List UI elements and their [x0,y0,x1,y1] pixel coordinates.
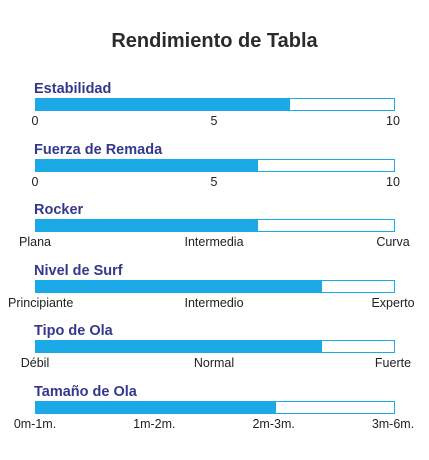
bar-track [35,219,395,232]
tick-label: 1m-2m. [133,416,176,431]
tick-label: 10 [386,114,400,128]
metric-label: Tipo de Ola [34,323,113,339]
metric-row: Rocker Plana Intermedia Curva [0,202,429,262]
tick-label: 0m-1m. [13,416,57,431]
tick-label: Intermedia [184,235,244,249]
tick-label: Débil [20,356,50,370]
metric-row: Estabilidad 0 5 10 [0,81,429,141]
tick-label: 2m-3m. [252,416,295,431]
tick-label: Normal [193,356,235,370]
chart-title: Rendimiento de Tabla [111,30,318,52]
metric-row: Nivel de Surf Principiante Intermedio Exper… [0,263,429,323]
tick-label: Experto [371,295,415,310]
metric-label: Fuerza de Remada [34,141,163,158]
tick-label: Intermedio [184,295,244,310]
bar-fill [36,220,258,231]
metric-row: Tipo de Ola Débil Normal Fuerte [0,323,429,383]
bar-fill [36,280,323,292]
tick-label: 10 [386,174,400,189]
tick-label: 0 [31,174,39,189]
bar-fill [36,159,258,171]
tick-label: Plana [19,235,51,249]
tick-label: Principiante [8,295,74,310]
tick-label: Curva [376,235,410,249]
bar-track [35,340,395,353]
tick-label: 3m-6m. [371,416,415,431]
bar-track [35,279,395,293]
metric-label: Rocker [34,202,84,218]
bar-track [35,400,395,414]
metric-row: Fuerza de Remada 0 5 10 [0,142,429,202]
bar-fill [36,341,323,352]
bar-fill [36,401,276,413]
tick-label: 5 [210,114,218,128]
bar-track [35,98,395,111]
metric-label: Nivel de Surf [34,262,123,279]
metric-label: Estabilidad [34,81,112,97]
bar-track [35,158,395,172]
bar-fill [36,99,291,110]
metric-label: Tamaño de Ola [34,383,137,400]
tick-label: 5 [210,174,218,189]
tick-label: Fuerte [374,356,412,370]
tick-label: 0 [31,114,39,128]
metric-row: Tamaño de Ola 0m-1m. 1m-2m. 2m-3m. 3m-6m. [0,384,429,444]
